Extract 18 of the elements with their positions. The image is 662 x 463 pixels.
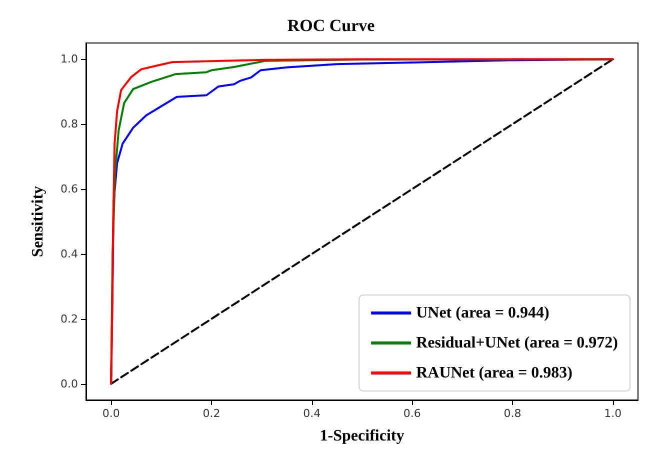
legend-label: RAUNet (area = 0.983) <box>416 364 572 382</box>
x-axis-title: 1-Specificity <box>320 428 404 444</box>
y-tick-label: 0.2 <box>60 312 78 326</box>
y-tick-label: 0.8 <box>60 118 78 131</box>
y-axis-title: Sensitivity <box>30 186 46 258</box>
legend-label: Residual+UNet (area = 0.972) <box>416 334 618 352</box>
x-tick-label: 0.8 <box>504 407 522 420</box>
x-tick-label: 0.6 <box>403 407 421 420</box>
y-tick-label: 1.0 <box>60 52 78 66</box>
x-tick-label: 0.2 <box>202 407 220 420</box>
y-tick-label: 0.0 <box>60 377 78 390</box>
x-tick-label: 1.0 <box>604 407 622 420</box>
legend-label: UNet (area = 0.944) <box>416 304 550 322</box>
y-tick-label: 0.4 <box>60 247 78 260</box>
chart-title: ROC Curve <box>287 16 376 35</box>
x-tick-label: 0.0 <box>102 407 120 420</box>
x-tick-label: 0.4 <box>303 407 321 420</box>
y-tick-label: 0.6 <box>60 182 78 196</box>
